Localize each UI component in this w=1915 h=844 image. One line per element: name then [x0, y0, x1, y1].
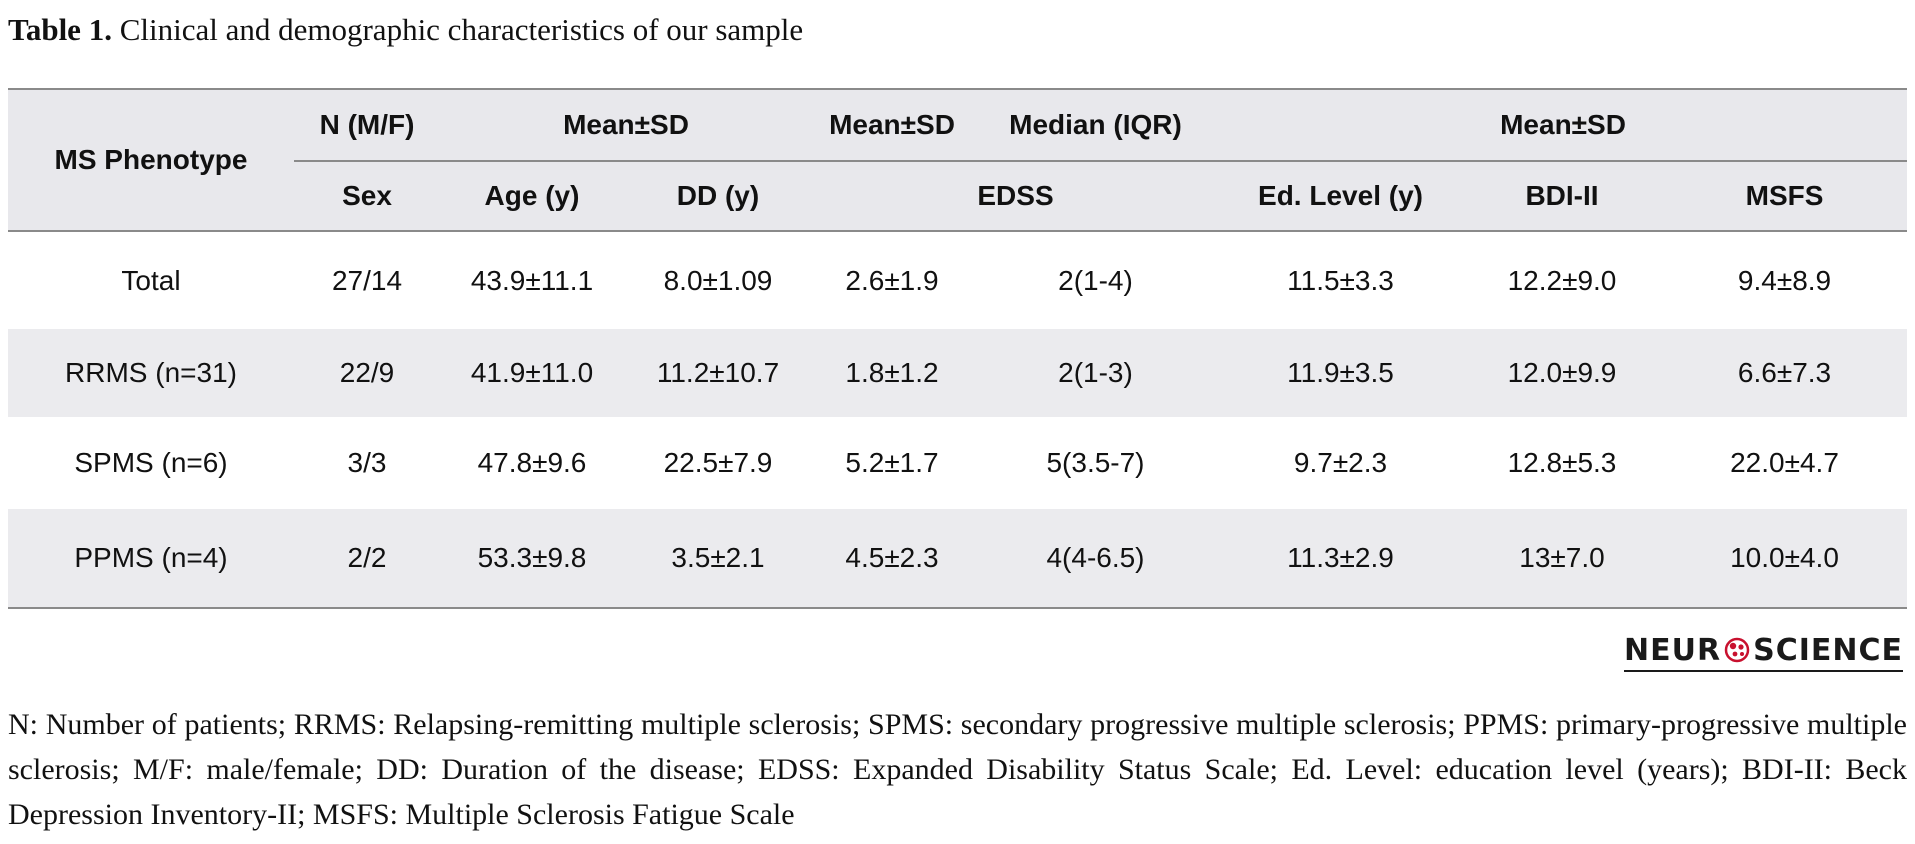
- table-row: RRMS (n=31) 22/9 41.9±11.0 11.2±10.7 1.8…: [8, 329, 1908, 417]
- cell-sex: 27/14: [294, 231, 440, 329]
- header-n-mf: N (M/F): [294, 88, 440, 162]
- header-row-1: MS Phenotype N (M/F) Mean±SD Mean±SD Med…: [8, 88, 1908, 232]
- cell-phenotype: PPMS (n=4): [8, 509, 294, 609]
- cell-bdi-ii: 13±7.0: [1462, 509, 1662, 609]
- cell-msfs: 10.0±4.0: [1662, 509, 1908, 609]
- cell-bdi-ii: 12.8±5.3: [1462, 417, 1662, 509]
- table-caption: Table 1. Clinical and demographic charac…: [8, 10, 803, 50]
- header-sex: Sex: [294, 161, 440, 232]
- cell-edss-median: 2(1-3): [972, 329, 1219, 417]
- cell-phenotype: RRMS (n=31): [8, 329, 294, 417]
- cell-edss-mean: 1.8±1.2: [812, 329, 972, 417]
- header-row-2: Sex Age (y) DD (y) EDSS Ed. Level (y) BD…: [8, 161, 1908, 232]
- cell-sex: 3/3: [294, 417, 440, 509]
- header-mean-sd-edss: Mean±SD: [812, 88, 972, 162]
- cell-age: 43.9±11.1: [440, 231, 624, 329]
- cell-age: 41.9±11.0: [440, 329, 624, 417]
- header-mean-sd-age-dd: Mean±SD: [440, 88, 812, 162]
- header-ms-phenotype: MS Phenotype: [8, 88, 294, 232]
- cell-edss-mean: 5.2±1.7: [812, 417, 972, 509]
- cell-dd: 3.5±2.1: [624, 509, 812, 609]
- table-row: SPMS (n=6) 3/3 47.8±9.6 22.5±7.9 5.2±1.7…: [8, 417, 1908, 509]
- cell-edss-median: 4(4-6.5): [972, 509, 1219, 609]
- caption-text: Clinical and demographic characteristics…: [111, 12, 804, 47]
- cell-sex: 22/9: [294, 329, 440, 417]
- cell-edss-median: 2(1-4): [972, 231, 1219, 329]
- brand-text-right: SCIENCE: [1753, 632, 1903, 668]
- cell-ed-level: 11.5±3.3: [1219, 231, 1462, 329]
- cell-dd: 11.2±10.7: [624, 329, 812, 417]
- table-row: PPMS (n=4) 2/2 53.3±9.8 3.5±2.1 4.5±2.3 …: [8, 509, 1908, 609]
- table-footnote: N: Number of patients; RRMS: Relapsing-r…: [8, 708, 1907, 831]
- header-median-iqr-edss: Median (IQR): [972, 88, 1219, 162]
- table-row: Total 27/14 43.9±11.1 8.0±1.09 2.6±1.9 2…: [8, 231, 1908, 329]
- cell-msfs: 6.6±7.3: [1662, 329, 1908, 417]
- header-mean-sd-edu-bdi-msfs: Mean±SD: [1219, 88, 1908, 162]
- characteristics-table: MS Phenotype N (M/F) Mean±SD Mean±SD Med…: [8, 88, 1908, 609]
- cell-msfs: 22.0±4.7: [1662, 417, 1908, 509]
- cell-dd: 22.5±7.9: [624, 417, 812, 509]
- cell-sex: 2/2: [294, 509, 440, 609]
- header-dd: DD (y): [624, 161, 812, 232]
- caption-label: Table 1.: [8, 12, 112, 47]
- cell-ed-level: 11.9±3.5: [1219, 329, 1462, 417]
- cell-edss-median: 5(3.5-7): [972, 417, 1219, 509]
- cell-ed-level: 11.3±2.9: [1219, 509, 1462, 609]
- cell-edss-mean: 4.5±2.3: [812, 509, 972, 609]
- neuroscience-logo: NEUR SCIENCE: [1624, 630, 1903, 672]
- cell-edss-mean: 2.6±1.9: [812, 231, 972, 329]
- brand-text-left: NEUR: [1624, 632, 1722, 668]
- cell-age: 53.3±9.8: [440, 509, 624, 609]
- cell-phenotype: Total: [8, 231, 294, 329]
- cell-dd: 8.0±1.09: [624, 231, 812, 329]
- brain-globe-icon: [1724, 637, 1750, 663]
- header-msfs: MSFS: [1662, 161, 1908, 232]
- header-ed-level: Ed. Level (y): [1219, 161, 1462, 232]
- cell-ed-level: 9.7±2.3: [1219, 417, 1462, 509]
- header-edss: EDSS: [812, 161, 1219, 232]
- table-body: Total 27/14 43.9±11.1 8.0±1.09 2.6±1.9 2…: [8, 231, 1908, 609]
- header-bdi-ii: BDI-II: [1462, 161, 1662, 232]
- cell-phenotype: SPMS (n=6): [8, 417, 294, 509]
- cell-age: 47.8±9.6: [440, 417, 624, 509]
- header-age: Age (y): [440, 161, 624, 232]
- cell-bdi-ii: 12.2±9.0: [1462, 231, 1662, 329]
- cell-msfs: 9.4±8.9: [1662, 231, 1908, 329]
- cell-bdi-ii: 12.0±9.9: [1462, 329, 1662, 417]
- table-header: MS Phenotype N (M/F) Mean±SD Mean±SD Med…: [8, 88, 1908, 232]
